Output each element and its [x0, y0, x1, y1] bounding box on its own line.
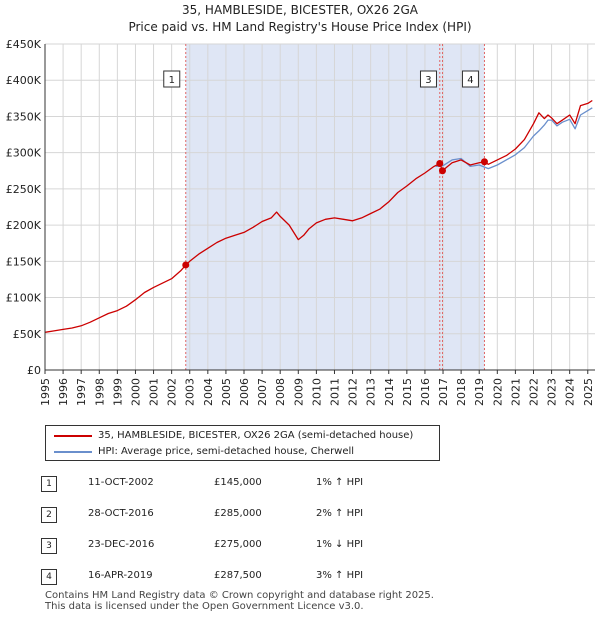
sale-row: 1 11-OCT-2002 £145,000 1% ↑ HPI — [0, 474, 600, 496]
y-tick-label: £300K — [6, 147, 42, 160]
legend-label-property: 35, HAMBLESIDE, BICESTER, OX26 2GA (semi… — [98, 430, 414, 441]
x-tick-label: 2017 — [437, 378, 450, 406]
chart-title-line1: 35, HAMBLESIDE, BICESTER, OX26 2GA — [182, 3, 419, 17]
sale-label-box — [163, 70, 181, 88]
x-tick-label: 1996 — [57, 378, 70, 406]
sale-label-box — [461, 70, 479, 88]
footer: Contains HM Land Registry data © Crown c… — [45, 590, 434, 612]
sale-hpi-change: 1% ↓ HPI — [316, 539, 364, 550]
x-tick-label: 2011 — [328, 378, 341, 406]
x-tick-label: 2024 — [564, 378, 577, 406]
sale-number-badge: 1 — [41, 476, 57, 492]
y-tick-label: £0 — [27, 364, 41, 377]
x-tick-label: 2014 — [383, 378, 396, 406]
footer-copyright: Contains HM Land Registry data © Crown c… — [45, 590, 434, 601]
x-tick-label: 2020 — [491, 378, 504, 406]
legend-swatch-property — [54, 435, 92, 437]
x-tick-label: 2000 — [129, 378, 142, 406]
y-tick-label: £350K — [6, 110, 42, 123]
y-tick-label: £50K — [13, 328, 42, 341]
x-tick-label: 2019 — [473, 378, 486, 406]
sale-row: 4 16-APR-2019 £287,500 3% ↑ HPI — [0, 567, 600, 589]
x-tick-label: 2023 — [546, 378, 559, 406]
sale-number-badge: 3 — [41, 538, 57, 554]
x-tick-label: 1997 — [75, 378, 88, 406]
sale-number-badge: 4 — [41, 569, 57, 585]
x-tick-label: 2010 — [310, 378, 323, 406]
series-line-property — [44, 99, 593, 333]
sale-date: 11-OCT-2002 — [88, 477, 154, 488]
sale-date: 16-APR-2019 — [88, 570, 153, 581]
x-tick-label: 2001 — [148, 378, 161, 406]
sale-label-box — [419, 70, 437, 88]
x-tick-label: 2009 — [292, 378, 305, 406]
x-tick-label: 2021 — [509, 378, 522, 406]
sale-price: £145,000 — [214, 477, 262, 488]
legend: 35, HAMBLESIDE, BICESTER, OX26 2GA (semi… — [45, 425, 440, 461]
x-tick-label: 2003 — [184, 378, 197, 406]
x-tick-label: 2013 — [365, 378, 378, 406]
sale-point — [182, 261, 190, 269]
footer-licence: This data is licensed under the Open Gov… — [45, 601, 364, 612]
x-tick-label: 2006 — [238, 378, 251, 406]
x-tick-label: 2015 — [401, 378, 414, 406]
x-tick-label: 2025 — [582, 378, 595, 406]
sale-label-text: 1 — [169, 75, 175, 86]
x-tick-label: 2016 — [419, 378, 432, 406]
sale-point — [438, 167, 446, 175]
price-chart: 35, HAMBLESIDE, BICESTER, OX26 2GA Price… — [6, 3, 595, 406]
legend-swatch-hpi — [54, 451, 92, 453]
y-tick-label: £250K — [6, 183, 42, 196]
x-tick-label: 2022 — [527, 378, 540, 406]
sale-row: 3 23-DEC-2016 £275,000 1% ↓ HPI — [0, 536, 600, 558]
y-tick-label: £400K — [6, 74, 42, 87]
x-tick-label: 2002 — [166, 378, 179, 406]
sale-price: £275,000 — [214, 539, 262, 550]
x-tick-label: 1995 — [39, 378, 52, 406]
sale-number-badge: 2 — [41, 507, 57, 523]
sale-period-shading — [185, 44, 485, 370]
sale-price: £285,000 — [214, 508, 262, 519]
sale-hpi-change: 3% ↑ HPI — [316, 570, 364, 581]
x-tick-label: 2018 — [455, 378, 468, 406]
sale-date: 23-DEC-2016 — [88, 539, 155, 550]
legend-label-hpi: HPI: Average price, semi-detached house,… — [98, 446, 355, 457]
x-tick-label: 1998 — [93, 378, 106, 406]
x-tick-label: 2004 — [202, 378, 215, 406]
sale-price: £287,500 — [214, 570, 262, 581]
y-tick-label: £150K — [6, 255, 42, 268]
sale-point — [436, 160, 444, 168]
y-tick-label: £200K — [6, 219, 42, 232]
chart-title-line2: Price paid vs. HM Land Registry's House … — [128, 20, 471, 34]
sale-row: 2 28-OCT-2016 £285,000 2% ↑ HPI — [0, 505, 600, 527]
x-tick-label: 2007 — [256, 378, 269, 406]
sale-hpi-change: 2% ↑ HPI — [316, 508, 364, 519]
sale-date: 28-OCT-2016 — [88, 508, 154, 519]
sale-point — [480, 158, 488, 166]
sale-hpi-change: 1% ↑ HPI — [316, 477, 364, 488]
y-tick-label: £450K — [6, 38, 42, 51]
sale-label-text: 4 — [467, 75, 473, 86]
x-tick-label: 2005 — [220, 378, 233, 406]
x-tick-label: 2012 — [347, 378, 360, 406]
x-tick-label: 1999 — [111, 378, 124, 406]
x-tick-label: 2008 — [274, 378, 287, 406]
sale-label-text: 3 — [425, 75, 431, 86]
y-tick-label: £100K — [6, 292, 42, 305]
